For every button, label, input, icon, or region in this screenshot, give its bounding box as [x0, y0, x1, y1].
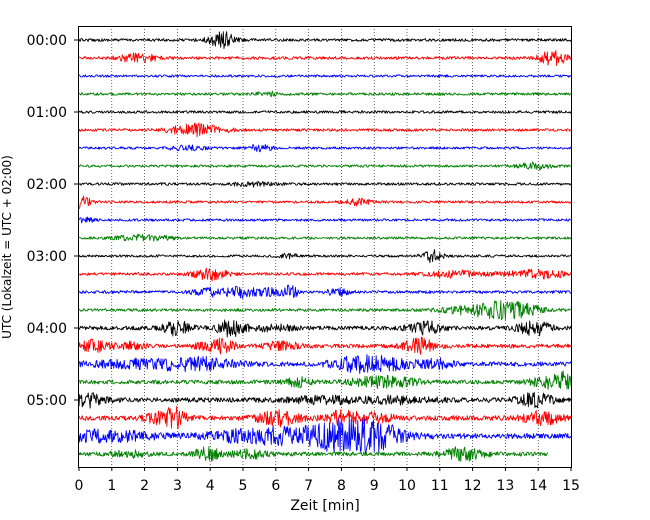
- y-axis-label: UTC (Lokalzeit = UTC + 02:00): [0, 155, 14, 339]
- trace-0230: [78, 216, 572, 224]
- trace-0045: [78, 90, 572, 98]
- trace-0445: [78, 370, 572, 390]
- x-tick-label: 10: [398, 478, 416, 494]
- plot-frame: [78, 26, 572, 468]
- y-tick-label: 03:00: [27, 249, 67, 265]
- trace-0400: [78, 319, 572, 338]
- x-tick-label: 5: [239, 478, 248, 494]
- trace-0315: [78, 267, 572, 282]
- trace-0245: [78, 233, 572, 242]
- trace-0415: [78, 336, 572, 355]
- x-tick-label: 2: [140, 478, 149, 494]
- x-tick-label: 14: [529, 478, 547, 494]
- x-tick-label: 3: [173, 478, 182, 494]
- trace-0015: [78, 50, 572, 67]
- x-tick-label: 1: [107, 478, 116, 494]
- x-tick-label: 15: [562, 478, 580, 494]
- trace-0545: [78, 445, 549, 462]
- trace-0100: [78, 110, 572, 114]
- trace-0130: [78, 143, 572, 153]
- x-tick-label: 8: [337, 478, 346, 494]
- y-axis-ticks: 00:00 01:00 02:00 03:00 04:00 05:00: [27, 33, 78, 409]
- x-tick-label: 13: [496, 478, 514, 494]
- x-axis-label: Zeit [min]: [290, 498, 359, 514]
- y-tick-label: 04:00: [27, 321, 67, 337]
- trace-0300: [78, 249, 572, 264]
- y-tick-label: 00:00: [27, 33, 67, 49]
- y-tick-label: 02:00: [27, 177, 67, 193]
- x-tick-label: 9: [370, 478, 379, 494]
- trace-0115: [78, 122, 572, 138]
- trace-lines: [78, 31, 572, 462]
- x-tick-label: 0: [75, 478, 84, 494]
- trace-0000: [78, 31, 572, 50]
- x-tick-label: 7: [304, 478, 313, 494]
- x-tick-label: 11: [431, 478, 449, 494]
- x-tick-label: 4: [206, 478, 215, 494]
- y-tick-label: 05:00: [27, 393, 67, 409]
- trace-0330: [78, 284, 572, 299]
- trace-0215: [78, 195, 572, 210]
- trace-0145: [78, 161, 572, 171]
- x-tick-label: 6: [271, 478, 280, 494]
- trace-0345: [78, 300, 572, 321]
- trace-0515: [78, 405, 572, 430]
- trace-0530: [78, 418, 572, 455]
- trace-0500: [78, 391, 572, 409]
- trace-0200: [78, 180, 572, 188]
- trace-0030: [78, 74, 572, 78]
- y-tick-label: 01:00: [27, 105, 67, 121]
- x-tick-label: 12: [464, 478, 482, 494]
- x-axis-ticks: 0 1 2 3 4 5 6 7 8 9 10 11 12 13 14 15: [75, 467, 580, 494]
- trace-0430: [78, 354, 572, 374]
